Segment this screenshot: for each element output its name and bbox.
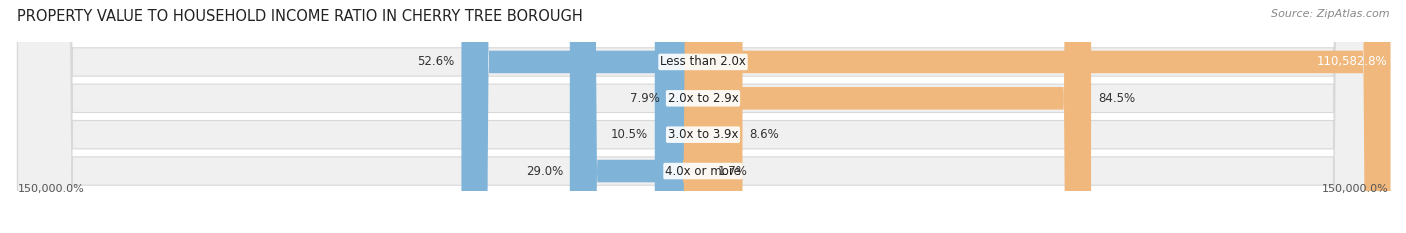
FancyBboxPatch shape: [666, 0, 703, 233]
FancyBboxPatch shape: [703, 0, 1091, 233]
Text: PROPERTY VALUE TO HOUSEHOLD INCOME RATIO IN CHERRY TREE BOROUGH: PROPERTY VALUE TO HOUSEHOLD INCOME RATIO…: [17, 9, 582, 24]
FancyBboxPatch shape: [17, 0, 1389, 233]
FancyBboxPatch shape: [17, 0, 1389, 233]
Text: 150,000.0%: 150,000.0%: [17, 184, 84, 194]
FancyBboxPatch shape: [17, 0, 1389, 233]
FancyBboxPatch shape: [655, 0, 703, 233]
Text: 7.9%: 7.9%: [630, 92, 659, 105]
FancyBboxPatch shape: [569, 0, 703, 233]
Text: 1.7%: 1.7%: [717, 164, 748, 178]
FancyBboxPatch shape: [703, 0, 742, 233]
Text: 4.0x or more: 4.0x or more: [665, 164, 741, 178]
Text: 110,582.8%: 110,582.8%: [1317, 55, 1388, 69]
Text: 2.0x to 2.9x: 2.0x to 2.9x: [668, 92, 738, 105]
Text: 8.6%: 8.6%: [749, 128, 779, 141]
Text: 10.5%: 10.5%: [610, 128, 648, 141]
FancyBboxPatch shape: [683, 0, 731, 233]
Text: 84.5%: 84.5%: [1098, 92, 1135, 105]
Text: 150,000.0%: 150,000.0%: [1322, 184, 1389, 194]
Text: 3.0x to 3.9x: 3.0x to 3.9x: [668, 128, 738, 141]
Text: 52.6%: 52.6%: [418, 55, 454, 69]
FancyBboxPatch shape: [461, 0, 703, 233]
Text: Less than 2.0x: Less than 2.0x: [659, 55, 747, 69]
FancyBboxPatch shape: [17, 0, 1389, 233]
FancyBboxPatch shape: [703, 0, 1391, 233]
Text: 29.0%: 29.0%: [526, 164, 562, 178]
Text: Source: ZipAtlas.com: Source: ZipAtlas.com: [1271, 9, 1389, 19]
